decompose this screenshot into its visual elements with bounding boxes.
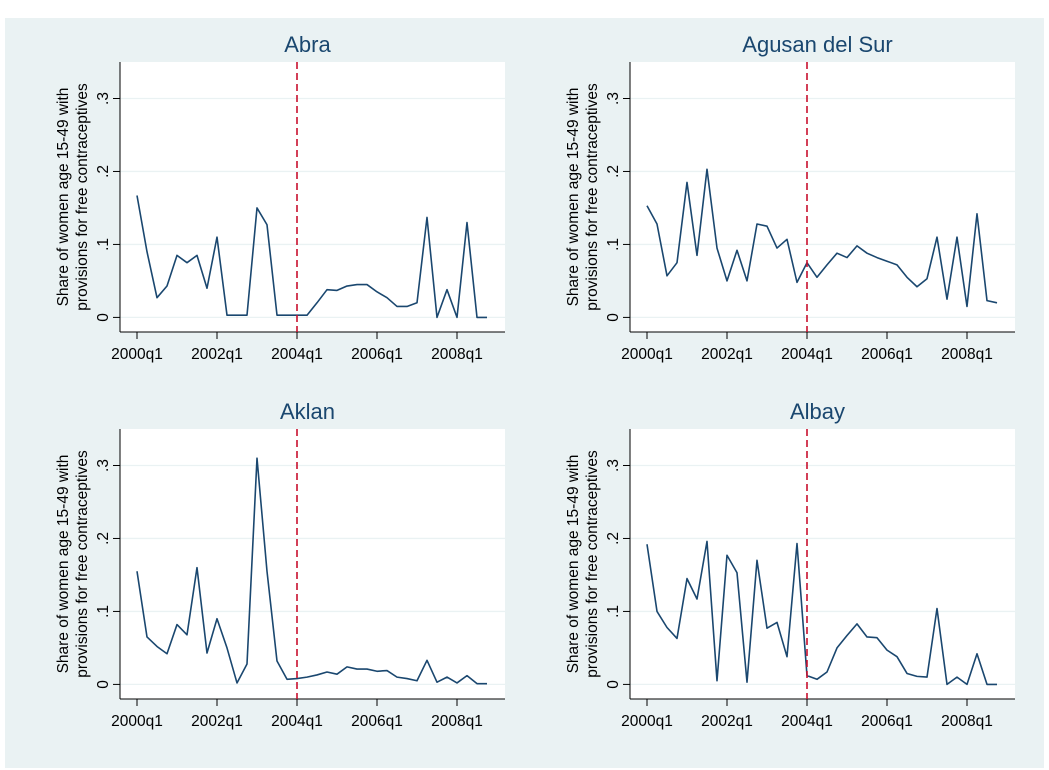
panel-title: Albay (790, 399, 845, 424)
y-axis-label: provisions for free contraceptives (584, 450, 601, 678)
y-axis-label: Share of women age 15-49 with (55, 455, 72, 674)
panel-title: Aklan (280, 399, 335, 424)
x-tick-label: 2008q1 (941, 713, 993, 730)
x-tick-label: 2006q1 (351, 713, 403, 730)
y-tick-label: .3 (605, 459, 622, 472)
x-tick-label: 2000q1 (111, 346, 163, 363)
panel-title: Abra (284, 32, 331, 57)
plot-area (120, 429, 505, 699)
y-tick-label: .2 (605, 165, 622, 178)
plot-area (120, 62, 505, 332)
x-tick-label: 2004q1 (781, 346, 833, 363)
y-tick-label: .1 (605, 605, 622, 618)
panel: Aklan Share of women age 15-49 with provis… (55, 399, 505, 730)
x-tick-label: 2004q1 (271, 713, 323, 730)
y-tick-label: 0 (605, 680, 622, 689)
y-axis-label: Share of women age 15-49 with (55, 88, 72, 307)
data-line (136, 457, 487, 685)
panel: Albay Share of women age 15-49 with provis… (565, 399, 1015, 730)
x-tick-label: 2008q1 (431, 346, 483, 363)
x-tick-label: 2008q1 (431, 713, 483, 730)
y-axis-label: Share of women age 15-49 with (565, 88, 582, 307)
x-tick-label: 2006q1 (861, 346, 913, 363)
y-tick-label: .2 (95, 532, 112, 545)
y-tick-label: .2 (605, 532, 622, 545)
data-line (136, 195, 487, 319)
data-line (646, 540, 997, 686)
plot-area (630, 429, 1015, 699)
panel: Abra Share of women age 15-49 with provisi… (55, 32, 505, 363)
y-tick-label: .2 (95, 165, 112, 178)
y-tick-label: .1 (95, 238, 112, 251)
y-tick-label: .1 (95, 605, 112, 618)
panel: Agusan del Sur Share of women age 15-49 w… (565, 32, 1015, 363)
y-tick-label: .3 (95, 92, 112, 105)
y-tick-label: .3 (95, 459, 112, 472)
y-tick-label: 0 (95, 680, 112, 689)
x-tick-label: 2000q1 (621, 346, 673, 363)
x-tick-label: 2002q1 (701, 346, 753, 363)
x-tick-label: 2008q1 (941, 346, 993, 363)
x-tick-label: 2006q1 (861, 713, 913, 730)
y-tick-label: .3 (605, 92, 622, 105)
x-tick-label: 2000q1 (111, 713, 163, 730)
y-axis-label: provisions for free contraceptives (74, 450, 91, 678)
y-tick-label: .1 (605, 238, 622, 251)
x-tick-label: 2004q1 (271, 346, 323, 363)
x-tick-label: 2000q1 (621, 713, 673, 730)
x-tick-label: 2002q1 (701, 713, 753, 730)
x-tick-label: 2002q1 (191, 713, 243, 730)
x-tick-label: 2004q1 (781, 713, 833, 730)
y-axis-label: Share of women age 15-49 with (565, 455, 582, 674)
panel-title: Agusan del Sur (742, 32, 892, 57)
data-line (646, 168, 998, 308)
x-tick-label: 2002q1 (191, 346, 243, 363)
y-axis-label: provisions for free contraceptives (74, 83, 91, 311)
plot-area (630, 62, 1015, 332)
y-tick-label: 0 (605, 313, 622, 322)
x-tick-label: 2006q1 (351, 346, 403, 363)
y-tick-label: 0 (95, 313, 112, 322)
y-axis-label: provisions for free contraceptives (584, 83, 601, 311)
